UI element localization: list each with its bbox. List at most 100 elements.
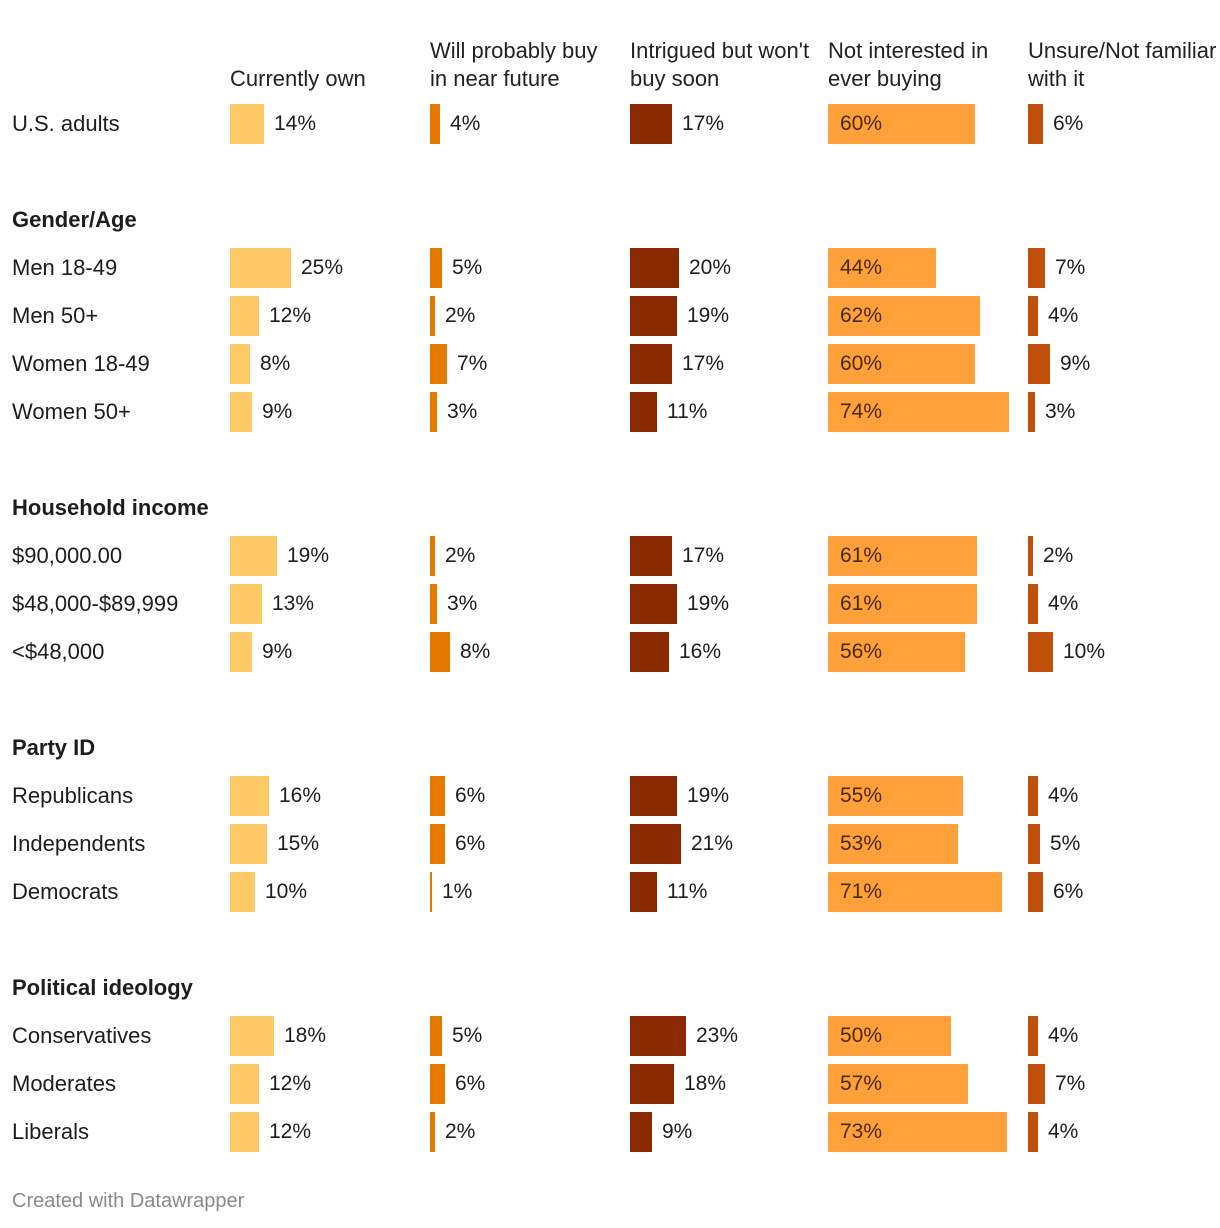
bar-1 (230, 248, 291, 288)
data-label: 12% (269, 1120, 312, 1143)
bar-2 (430, 776, 445, 816)
data-label: 61% (840, 544, 883, 567)
data-label: 16% (279, 784, 322, 807)
data-label: 73% (840, 1120, 883, 1143)
data-label: 7% (1055, 1072, 1086, 1095)
bar-1 (230, 104, 264, 144)
bar-4 (828, 872, 1002, 912)
bar-1 (230, 1016, 274, 1056)
bar-1 (230, 296, 259, 336)
data-label: 17% (682, 544, 725, 567)
data-label: 6% (1053, 880, 1084, 903)
bar-5 (1028, 344, 1050, 384)
bar-2 (430, 632, 450, 672)
bar-5 (1028, 1064, 1045, 1104)
data-label: 19% (687, 592, 730, 615)
data-label: 9% (262, 400, 293, 423)
row-label: $90,000.00 (12, 543, 123, 568)
data-label: 4% (1048, 304, 1079, 327)
bar-3 (630, 872, 657, 912)
data-label: 55% (840, 784, 883, 807)
data-label: 7% (457, 352, 488, 375)
bar-2 (430, 536, 435, 576)
column-header-4: Not interested in ever buying (828, 38, 989, 91)
bar-5 (1028, 248, 1045, 288)
data-label: 57% (840, 1072, 883, 1095)
row-label: Conservatives (12, 1023, 152, 1048)
bar-3 (630, 1016, 686, 1056)
data-label: 19% (287, 544, 330, 567)
bar-4 (828, 296, 980, 336)
row-label: $48,000-$89,999 (12, 591, 179, 616)
column-header-3: Intrigued but won't buy soon (630, 38, 810, 91)
bar-4 (828, 248, 936, 288)
row-label: Liberals (12, 1119, 90, 1144)
bar-1 (230, 1112, 259, 1152)
data-label: 3% (447, 592, 478, 615)
bar-2 (430, 392, 437, 432)
row-label: Men 18-49 (12, 255, 118, 280)
bar-4 (828, 104, 975, 144)
data-label: 13% (272, 592, 315, 615)
bar-2 (430, 824, 445, 864)
group-heading: Political ideology (12, 975, 193, 1000)
group-heading: Party ID (12, 735, 96, 760)
bar-1 (230, 824, 267, 864)
data-label: 44% (840, 256, 883, 279)
bar-5 (1028, 392, 1035, 432)
bar-5 (1028, 296, 1038, 336)
bar-2 (430, 872, 432, 912)
data-label: 11% (667, 880, 708, 903)
bar-2 (430, 344, 447, 384)
bar-4 (828, 632, 965, 672)
bar-3 (630, 104, 672, 144)
data-label: 74% (840, 400, 883, 423)
bar-5 (1028, 1112, 1038, 1152)
data-label: 6% (455, 832, 486, 855)
data-label: 60% (840, 352, 883, 375)
bar-3 (630, 536, 672, 576)
data-label: 7% (1055, 256, 1086, 279)
bar-4 (828, 1016, 951, 1056)
bar-4 (828, 824, 958, 864)
bar-5 (1028, 632, 1053, 672)
bar-1 (230, 584, 262, 624)
row-label: Moderates (12, 1071, 116, 1096)
data-label: 6% (455, 784, 486, 807)
bar-1 (230, 344, 250, 384)
bar-3 (630, 824, 681, 864)
bar-5 (1028, 824, 1040, 864)
bar-5 (1028, 104, 1043, 144)
bar-4 (828, 344, 975, 384)
bar-5 (1028, 536, 1033, 576)
data-label: 61% (840, 592, 883, 615)
bar-2 (430, 248, 442, 288)
bar-3 (630, 1064, 674, 1104)
data-label: 2% (445, 304, 476, 327)
bar-2 (430, 584, 437, 624)
row-label: Women 18-49 (12, 351, 150, 376)
data-label: 16% (679, 640, 722, 663)
data-label: 1% (442, 880, 473, 903)
data-label: 2% (445, 1120, 476, 1143)
data-label: 9% (262, 640, 293, 663)
data-label: 60% (840, 112, 883, 135)
bar-3 (630, 344, 672, 384)
bar-1 (230, 392, 252, 432)
data-label: 18% (284, 1024, 327, 1047)
bar-5 (1028, 584, 1038, 624)
data-label: 17% (682, 112, 725, 135)
bar-1 (230, 1064, 259, 1104)
data-label: 9% (1060, 352, 1091, 375)
bar-1 (230, 632, 252, 672)
row-label: Independents (12, 831, 146, 856)
column-header-5: Unsure/Not familiar with it (1028, 38, 1217, 91)
data-label: 11% (667, 400, 708, 423)
row-label: Men 50+ (12, 303, 99, 328)
data-label: 20% (689, 256, 732, 279)
bar-4 (828, 776, 963, 816)
bar-2 (430, 1016, 442, 1056)
data-label: 56% (840, 640, 883, 663)
data-label: 6% (1053, 112, 1084, 135)
